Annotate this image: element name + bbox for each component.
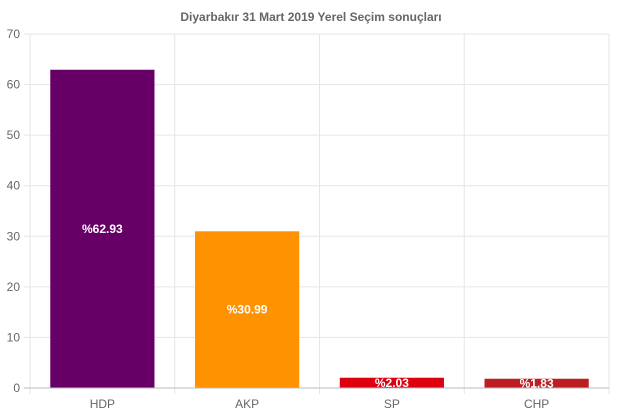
category-label-sp: SP: [384, 397, 400, 411]
y-tick-label: 0: [13, 381, 20, 395]
y-tick-label: 40: [7, 179, 21, 193]
y-tick-label: 30: [7, 229, 21, 243]
bar-akp[interactable]: [195, 231, 300, 388]
data-label-akp: %30.99: [227, 303, 268, 317]
y-tick-label: 10: [7, 330, 21, 344]
category-label-chp: CHP: [524, 397, 549, 411]
data-label-sp: %2.03: [375, 376, 409, 390]
bar-sp[interactable]: [339, 377, 444, 388]
y-tick-label: 70: [7, 27, 21, 41]
y-axis: 0 10 20 30 40 50 60 70: [7, 27, 21, 395]
category-label-akp: AKP: [235, 397, 259, 411]
bar-hdp[interactable]: [50, 69, 155, 388]
category-label-hdp: HDP: [90, 397, 115, 411]
bar-chp[interactable]: [484, 378, 589, 388]
data-label-hdp: %62.93: [82, 222, 123, 236]
y-tick-label: 20: [7, 280, 21, 294]
y-tick-label: 60: [7, 78, 21, 92]
y-tick-label: 50: [7, 128, 21, 142]
chart-title: Diyarbakır 31 Mart 2019 Yerel Seçim sonu…: [180, 10, 441, 24]
bars: %62.93 %30.99 %2.03 %1.83: [50, 69, 589, 390]
data-label-chp: %1.83: [520, 376, 554, 390]
x-axis: HDP AKP SP CHP: [24, 387, 609, 411]
